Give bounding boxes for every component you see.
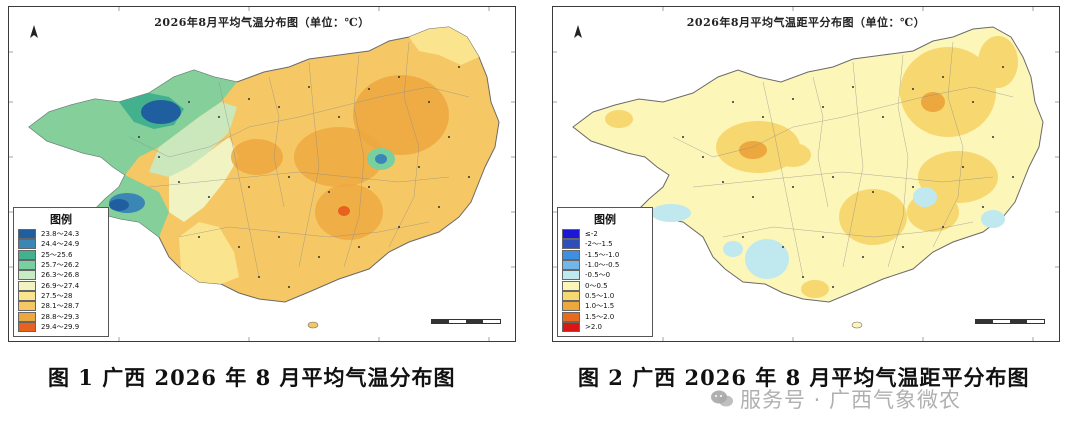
legend-rows: 23.8～24.3 24.4～24.9 25～25.6 25.7～26.2 26.3～2… bbox=[18, 229, 104, 332]
legend-swatch bbox=[562, 239, 580, 250]
legend-swatch bbox=[18, 301, 36, 312]
legend-label: -1.0～-0.5 bbox=[585, 261, 620, 270]
legend-label: 27.5～28 bbox=[41, 291, 73, 300]
legend-item: 26.9～27.4 bbox=[18, 280, 104, 291]
legend-label: 25.7～26.2 bbox=[41, 261, 80, 270]
legend-item: -0.5～0 bbox=[562, 270, 648, 281]
watermark: 服务号 · 广西气象微农 bbox=[710, 384, 961, 414]
anomaly-map-graphic bbox=[553, 7, 1059, 341]
legend-swatch bbox=[18, 239, 36, 250]
legend-swatch bbox=[18, 260, 36, 271]
legend-item: -1.5～-1.0 bbox=[562, 249, 648, 260]
legend-label: 1.0～1.5 bbox=[585, 302, 615, 311]
anomaly-legend: 图例 ≤-2 -2～-1.5 -1.5～-1.0 -1.0～-0.5 -0.5～0 0～0… bbox=[557, 207, 653, 337]
map-title: 2026年8月平均气温分布图（单位：℃） bbox=[154, 16, 370, 29]
legend-item: 0～0.5 bbox=[562, 280, 648, 291]
anomaly-map-panel: 2026年8月平均气温距平分布图（单位：℃） 图例 ≤-2 -2～-1.5 -1.5… bbox=[552, 6, 1060, 342]
scale-bar bbox=[431, 319, 501, 333]
legend-item: -2～-1.5 bbox=[562, 239, 648, 250]
legend-swatch bbox=[562, 290, 580, 301]
north-arrow-icon bbox=[573, 25, 583, 42]
legend-swatch bbox=[18, 249, 36, 260]
legend-title: 图例 bbox=[594, 213, 616, 227]
legend-label: 26.9～27.4 bbox=[41, 281, 80, 290]
legend-swatch bbox=[562, 229, 580, 240]
legend-swatch bbox=[562, 270, 580, 281]
legend-label: 29.4～29.9 bbox=[41, 322, 80, 331]
legend-swatch bbox=[18, 321, 36, 332]
legend-label: ≤-2 bbox=[585, 230, 598, 239]
legend-label: -2～-1.5 bbox=[585, 240, 613, 249]
temperature-legend: 图例 23.8～24.3 24.4～24.9 25～25.6 25.7～26.2 26.… bbox=[13, 207, 109, 337]
legend-label: 23.8～24.3 bbox=[41, 230, 80, 239]
legend-label: 28.1～28.7 bbox=[41, 302, 80, 311]
legend-item: 28.1～28.7 bbox=[18, 301, 104, 312]
legend-swatch bbox=[562, 301, 580, 312]
temperature-map-graphic bbox=[9, 7, 515, 341]
legend-swatch bbox=[562, 249, 580, 260]
legend-swatch bbox=[18, 270, 36, 281]
legend-label: 26.3～26.8 bbox=[41, 271, 80, 280]
legend-item: -1.0～-0.5 bbox=[562, 260, 648, 271]
legend-item: 26.3～26.8 bbox=[18, 270, 104, 281]
legend-swatch bbox=[18, 290, 36, 301]
figure-1-caption: 图 1 广西 2026 年 8 月平均气温分布图 bbox=[48, 365, 456, 390]
legend-item: 25～25.6 bbox=[18, 249, 104, 260]
legend-swatch bbox=[18, 229, 36, 240]
legend-label: -1.5～-1.0 bbox=[585, 250, 620, 259]
legend-item: 1.5～2.0 bbox=[562, 311, 648, 322]
figure-2-caption: 图 2 广西 2026 年 8 月平均气温距平分布图 bbox=[578, 365, 1030, 390]
watermark-text: 服务号 · 广西气象微农 bbox=[740, 388, 962, 412]
legend-label: 24.4～24.9 bbox=[41, 240, 80, 249]
legend-item: 25.7～26.2 bbox=[18, 260, 104, 271]
legend-label: 0.5～1.0 bbox=[585, 291, 615, 300]
scale-bar bbox=[975, 319, 1045, 333]
legend-label: 1.5～2.0 bbox=[585, 312, 615, 321]
legend-rows: ≤-2 -2～-1.5 -1.5～-1.0 -1.0～-0.5 -0.5～0 0～0.5 0… bbox=[562, 229, 648, 332]
legend-label: 25～25.6 bbox=[41, 250, 73, 259]
legend-label: 28.8～29.3 bbox=[41, 312, 80, 321]
north-arrow-icon bbox=[29, 25, 39, 42]
legend-label: -0.5～0 bbox=[585, 271, 611, 280]
legend-item: 27.5～28 bbox=[18, 290, 104, 301]
legend-title: 图例 bbox=[50, 213, 72, 227]
legend-item: >2.0 bbox=[562, 321, 648, 332]
legend-item: 23.8～24.3 bbox=[18, 229, 104, 240]
legend-swatch bbox=[18, 311, 36, 322]
legend-item: ≤-2 bbox=[562, 229, 648, 240]
legend-label: >2.0 bbox=[585, 322, 602, 331]
legend-label: 0～0.5 bbox=[585, 281, 608, 290]
legend-item: 0.5～1.0 bbox=[562, 290, 648, 301]
legend-item: 29.4～29.9 bbox=[18, 321, 104, 332]
legend-swatch bbox=[562, 260, 580, 271]
legend-swatch bbox=[562, 321, 580, 332]
temperature-map-panel: 2026年8月平均气温分布图（单位：℃） 图例 23.8～24.3 24.4～24… bbox=[8, 6, 516, 342]
map-title: 2026年8月平均气温距平分布图（单位：℃） bbox=[686, 16, 926, 29]
legend-item: 28.8～29.3 bbox=[18, 311, 104, 322]
legend-item: 24.4～24.9 bbox=[18, 239, 104, 250]
legend-item: 1.0～1.5 bbox=[562, 301, 648, 312]
wechat-icon bbox=[711, 390, 733, 407]
legend-swatch bbox=[18, 280, 36, 291]
legend-swatch bbox=[562, 311, 580, 322]
legend-swatch bbox=[562, 280, 580, 291]
